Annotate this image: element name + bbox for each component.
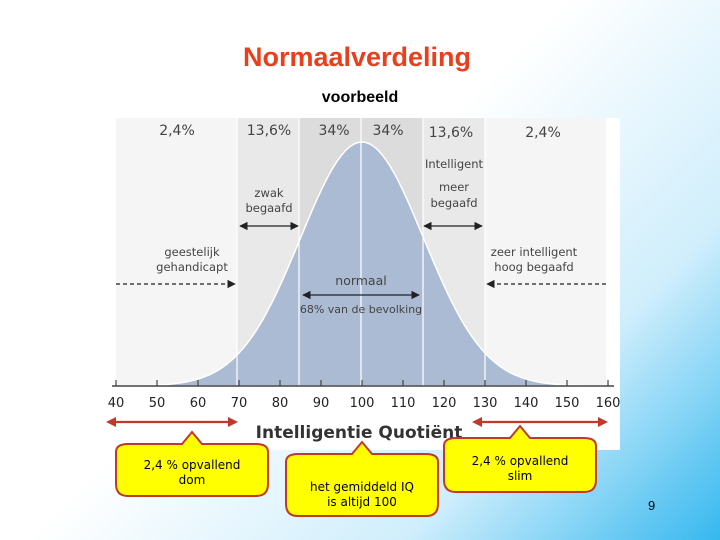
page-number: 9 [648, 498, 656, 513]
x-tick-label: 70 [231, 396, 248, 411]
callout-middle-line1: het gemiddeld IQ [310, 480, 414, 494]
callout-right-line2: slim [507, 469, 533, 483]
callout-middle: het gemiddeld IQ is altijd 100 [284, 440, 440, 522]
pct-right: 13,6% [429, 125, 473, 141]
x-axis-tick-labels: 40 50 60 70 80 90 100 110 120 130 140 150 160 [108, 396, 620, 411]
x-axis-ticks [115, 380, 609, 386]
x-tick-label: 140 [514, 396, 539, 411]
callout-left-line2: dom [178, 473, 206, 487]
label-zwak-begaafd: begaafd [245, 201, 292, 215]
label-meer: meer [439, 180, 469, 194]
label-normaal: normaal [335, 273, 386, 288]
label-geestelijk: geestelijk [164, 245, 220, 259]
label-zwak: zwak [254, 186, 283, 200]
label-meer-begaafd: begaafd [430, 196, 477, 210]
pct-outer-left: 2,4% [159, 123, 195, 139]
sigma-lines [236, 118, 486, 386]
pct-center-right: 34% [372, 123, 403, 139]
pct-left: 13,6% [247, 123, 291, 139]
red-arrowhead-right-a [472, 417, 482, 427]
red-arrowhead-right-b [598, 417, 608, 427]
x-tick-label: 130 [473, 396, 498, 411]
x-tick-label: 100 [350, 396, 375, 411]
callout-right-line1: 2,4 % opvallend [471, 454, 569, 468]
axis-title: Intelligentie Quotiënt [256, 423, 463, 443]
label-gehandicapt: gehandicapt [156, 260, 228, 274]
callout-left-line1: 2,4 % opvallend [143, 458, 241, 472]
x-tick-label: 110 [391, 396, 416, 411]
x-tick-label: 90 [313, 396, 330, 411]
x-tick-label: 50 [149, 396, 166, 411]
iq-distribution-figure: 2,4% 13,6% 34% 34% 13,6% 2,4% zwak begaa… [106, 118, 620, 450]
callout-middle-line2: is altijd 100 [327, 495, 397, 509]
pct-center-left: 34% [318, 123, 349, 139]
callout-right: 2,4 % opvallend slim [442, 424, 598, 496]
callout-left: 2,4 % opvallend dom [114, 430, 270, 500]
x-tick-label: 60 [190, 396, 207, 411]
red-arrowhead-left-b [228, 417, 238, 427]
label-bevolking: 68% van de bevolking [300, 303, 422, 316]
label-hoog-begaafd: hoog begaafd [494, 260, 573, 274]
pct-outer-right: 2,4% [525, 125, 561, 141]
band-outer-left [116, 118, 237, 386]
x-tick-label: 40 [108, 396, 125, 411]
iq-distribution-svg: 2,4% 13,6% 34% 34% 13,6% 2,4% zwak begaa… [106, 118, 620, 450]
x-tick-label: 160 [596, 396, 620, 411]
label-zeer-intelligent: zeer intelligent [491, 245, 578, 259]
x-tick-label: 80 [272, 396, 289, 411]
slide-subtitle: voorbeeld [321, 89, 399, 106]
bell-curve [115, 141, 609, 387]
label-intelligent: Intelligent [425, 157, 484, 171]
x-tick-label: 120 [432, 396, 457, 411]
red-arrowhead-left-a [106, 417, 116, 427]
slide-title: Normaalverdeling [242, 42, 472, 72]
x-tick-label: 150 [555, 396, 580, 411]
band-outer-right [485, 118, 606, 386]
